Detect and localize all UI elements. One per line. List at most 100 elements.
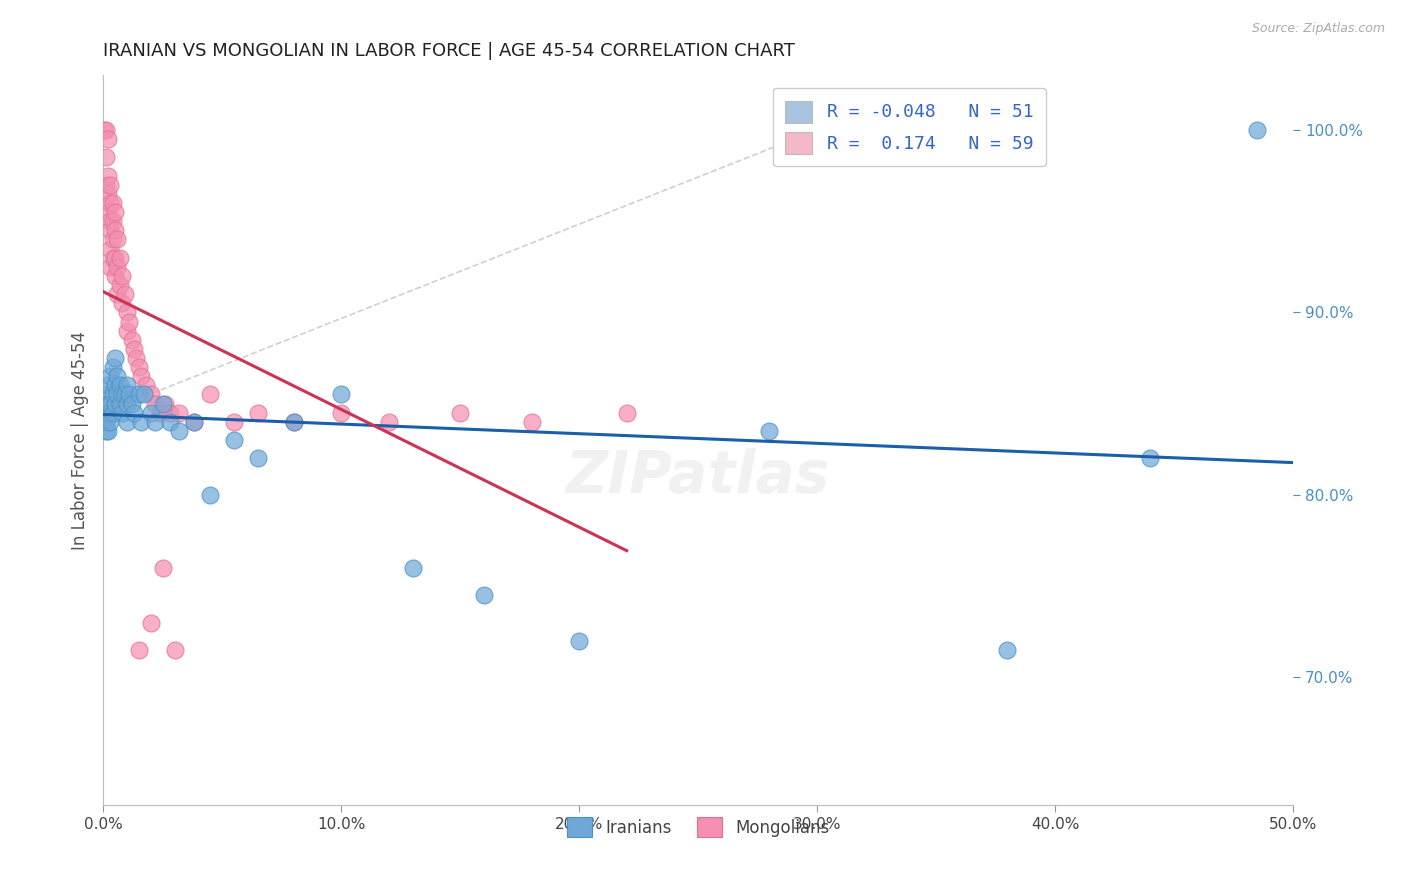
Text: ZIPatlas: ZIPatlas [565, 448, 831, 505]
Point [330, 387, 353, 401]
Point [111, 296, 134, 310]
Point [101, 195, 124, 210]
Point [283, 415, 305, 429]
Point [98, 223, 121, 237]
Point [125, 351, 148, 365]
Point [107, 369, 129, 384]
Point [222, 433, 245, 447]
Point [121, 396, 143, 410]
Point [108, 378, 131, 392]
Point [94, 387, 117, 401]
Point [98, 178, 121, 192]
Text: IRANIAN VS MONGOLIAN IN LABOR FORCE | AGE 45-54 CORRELATION CHART: IRANIAN VS MONGOLIAN IN LABOR FORCE | AG… [103, 42, 794, 60]
Point [94, 406, 117, 420]
Point [139, 406, 162, 420]
Point [115, 324, 138, 338]
Point [94, 424, 117, 438]
Point [101, 251, 124, 265]
Point [94, 178, 117, 192]
Point [108, 251, 131, 265]
Point [330, 406, 353, 420]
Point [145, 415, 167, 429]
Point [107, 232, 129, 246]
Point [1139, 451, 1161, 466]
Point [152, 561, 174, 575]
Point [128, 387, 150, 401]
Point [153, 396, 176, 410]
Point [169, 424, 191, 438]
Point [128, 360, 150, 375]
Point [163, 643, 186, 657]
Point [121, 333, 143, 347]
Point [132, 387, 155, 401]
Point [98, 369, 121, 384]
Point [104, 223, 127, 237]
Point [568, 633, 591, 648]
Point [104, 268, 127, 283]
Point [98, 260, 121, 274]
Point [111, 387, 134, 401]
Point [108, 396, 131, 410]
Point [97, 186, 120, 201]
Point [98, 396, 121, 410]
Point [449, 406, 471, 420]
Point [246, 451, 269, 466]
Point [200, 488, 222, 502]
Point [101, 360, 124, 375]
Point [97, 378, 120, 392]
Point [115, 415, 138, 429]
Point [101, 406, 124, 420]
Point [97, 205, 120, 219]
Point [1246, 123, 1268, 137]
Point [94, 123, 117, 137]
Point [104, 205, 127, 219]
Point [98, 214, 121, 228]
Point [115, 378, 138, 392]
Point [118, 314, 141, 328]
Point [107, 387, 129, 401]
Point [183, 415, 205, 429]
Point [101, 214, 124, 228]
Text: Source: ZipAtlas.com: Source: ZipAtlas.com [1251, 22, 1385, 36]
Point [377, 415, 399, 429]
Point [152, 396, 174, 410]
Point [183, 415, 205, 429]
Point [101, 387, 124, 401]
Point [97, 424, 120, 438]
Point [115, 305, 138, 319]
Point [101, 232, 124, 246]
Point [115, 396, 138, 410]
Point [997, 643, 1019, 657]
Point [104, 251, 127, 265]
Point [122, 406, 145, 420]
Point [97, 132, 120, 146]
Point [616, 406, 638, 420]
Point [108, 278, 131, 293]
Point [149, 406, 172, 420]
Point [93, 123, 115, 137]
Point [283, 415, 305, 429]
Point [114, 287, 136, 301]
Point [94, 415, 117, 429]
Point [118, 387, 141, 401]
Point [107, 260, 129, 274]
Legend: Iranians, Mongolians: Iranians, Mongolians [560, 811, 837, 844]
Point [159, 415, 181, 429]
Point [159, 406, 181, 420]
Point [472, 588, 495, 602]
Point [145, 396, 167, 410]
Point [111, 268, 134, 283]
Point [107, 287, 129, 301]
Point [104, 378, 127, 392]
Point [129, 369, 152, 384]
Point [97, 396, 120, 410]
Point [104, 396, 127, 410]
Point [98, 242, 121, 256]
Point [246, 406, 269, 420]
Point [200, 387, 222, 401]
Point [139, 615, 162, 630]
Point [520, 415, 543, 429]
Point [169, 406, 191, 420]
Point [98, 195, 121, 210]
Point [114, 387, 136, 401]
